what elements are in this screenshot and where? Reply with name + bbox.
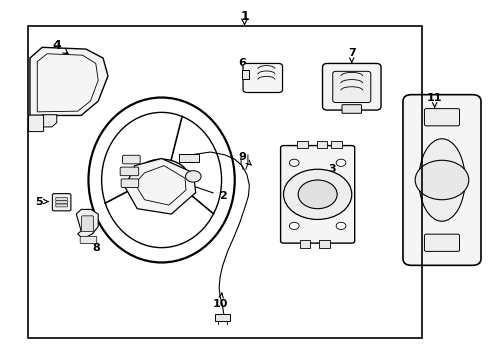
Ellipse shape — [418, 139, 464, 221]
FancyBboxPatch shape — [319, 240, 329, 248]
Circle shape — [185, 171, 201, 182]
FancyBboxPatch shape — [280, 145, 354, 243]
FancyBboxPatch shape — [322, 63, 380, 110]
Circle shape — [335, 159, 345, 166]
Circle shape — [335, 222, 345, 229]
FancyBboxPatch shape — [28, 115, 43, 132]
Text: 9: 9 — [238, 152, 250, 165]
Text: 6: 6 — [238, 58, 257, 71]
FancyBboxPatch shape — [297, 140, 307, 148]
Circle shape — [133, 159, 189, 201]
FancyBboxPatch shape — [214, 314, 230, 321]
FancyBboxPatch shape — [120, 167, 139, 176]
FancyBboxPatch shape — [81, 216, 93, 231]
Circle shape — [298, 180, 336, 209]
FancyBboxPatch shape — [242, 70, 249, 79]
FancyBboxPatch shape — [424, 234, 459, 251]
FancyBboxPatch shape — [243, 63, 282, 93]
Ellipse shape — [102, 112, 221, 248]
FancyBboxPatch shape — [178, 154, 199, 162]
FancyBboxPatch shape — [316, 140, 327, 148]
Polygon shape — [30, 47, 108, 116]
FancyBboxPatch shape — [341, 105, 361, 113]
FancyBboxPatch shape — [80, 236, 97, 243]
Text: 10: 10 — [212, 293, 227, 309]
FancyBboxPatch shape — [299, 240, 310, 248]
Bar — [27, 26, 422, 338]
Polygon shape — [76, 210, 98, 237]
Circle shape — [289, 159, 299, 166]
FancyBboxPatch shape — [56, 201, 67, 204]
FancyBboxPatch shape — [424, 109, 459, 126]
Text: 11: 11 — [426, 93, 442, 108]
Text: 4: 4 — [52, 39, 68, 54]
FancyBboxPatch shape — [402, 95, 480, 265]
Circle shape — [289, 222, 299, 229]
FancyBboxPatch shape — [122, 155, 140, 164]
Text: 5: 5 — [35, 197, 48, 207]
FancyBboxPatch shape — [52, 194, 71, 211]
Circle shape — [283, 169, 351, 220]
Circle shape — [414, 160, 468, 200]
Polygon shape — [42, 115, 57, 127]
FancyBboxPatch shape — [332, 71, 370, 103]
Text: 1: 1 — [240, 10, 248, 23]
FancyBboxPatch shape — [56, 198, 67, 201]
Text: 2: 2 — [189, 184, 226, 201]
Text: 3: 3 — [323, 164, 335, 176]
Text: 7: 7 — [347, 48, 355, 63]
Polygon shape — [125, 158, 195, 214]
FancyBboxPatch shape — [330, 140, 341, 148]
FancyBboxPatch shape — [121, 179, 139, 188]
Text: 8: 8 — [92, 238, 100, 253]
Circle shape — [144, 167, 178, 193]
FancyBboxPatch shape — [56, 204, 67, 207]
